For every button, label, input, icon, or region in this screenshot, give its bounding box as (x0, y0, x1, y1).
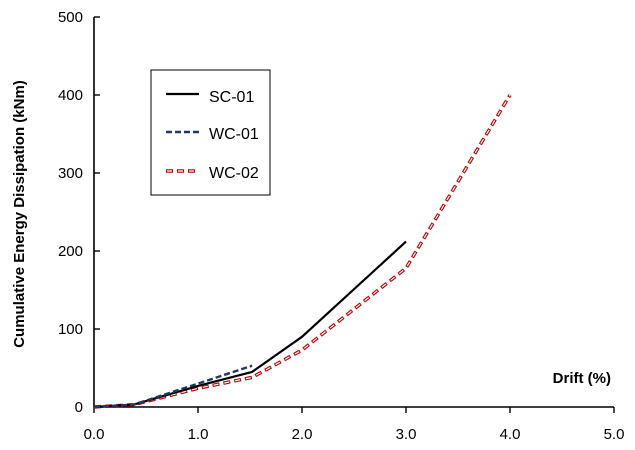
x-tick-label: 3.0 (396, 426, 417, 443)
y-tick-label: 300 (58, 165, 83, 182)
x-tick-label: 1.0 (188, 426, 209, 443)
series-lines (93, 94, 512, 409)
legend-label-wc-01: WC-01 (209, 126, 259, 143)
tick-labels: 0 100 200 300 400 500 0.0 1.0 2.0 3.0 4.0 5.0 (58, 9, 624, 443)
y-axis-title: Cumulative Energy Dissipation (kNm) (11, 80, 28, 348)
legend-samples (166, 92, 199, 173)
axes (93, 16, 615, 413)
legend: SC-01 WC-01 WC-02 (150, 69, 271, 196)
legend-label-wc-02: WC-02 (209, 165, 259, 182)
legend-label-sc-01: SC-01 (209, 89, 254, 106)
y-tick-label: 0 (75, 399, 83, 416)
x-tick-label: 5.0 (604, 426, 625, 443)
y-tick-label: 400 (58, 87, 83, 104)
x-axis-title: Drift (%) (553, 370, 611, 387)
y-tick-label: 200 (58, 243, 83, 260)
x-tick-label: 0.0 (84, 426, 105, 443)
y-tick-label: 500 (58, 9, 83, 26)
series-line-sc-01 (93, 240, 407, 409)
series-line-wc-01 (93, 364, 253, 409)
x-tick-label: 4.0 (500, 426, 521, 443)
y-tick-label: 100 (58, 321, 83, 338)
x-tick-label: 2.0 (292, 426, 313, 443)
